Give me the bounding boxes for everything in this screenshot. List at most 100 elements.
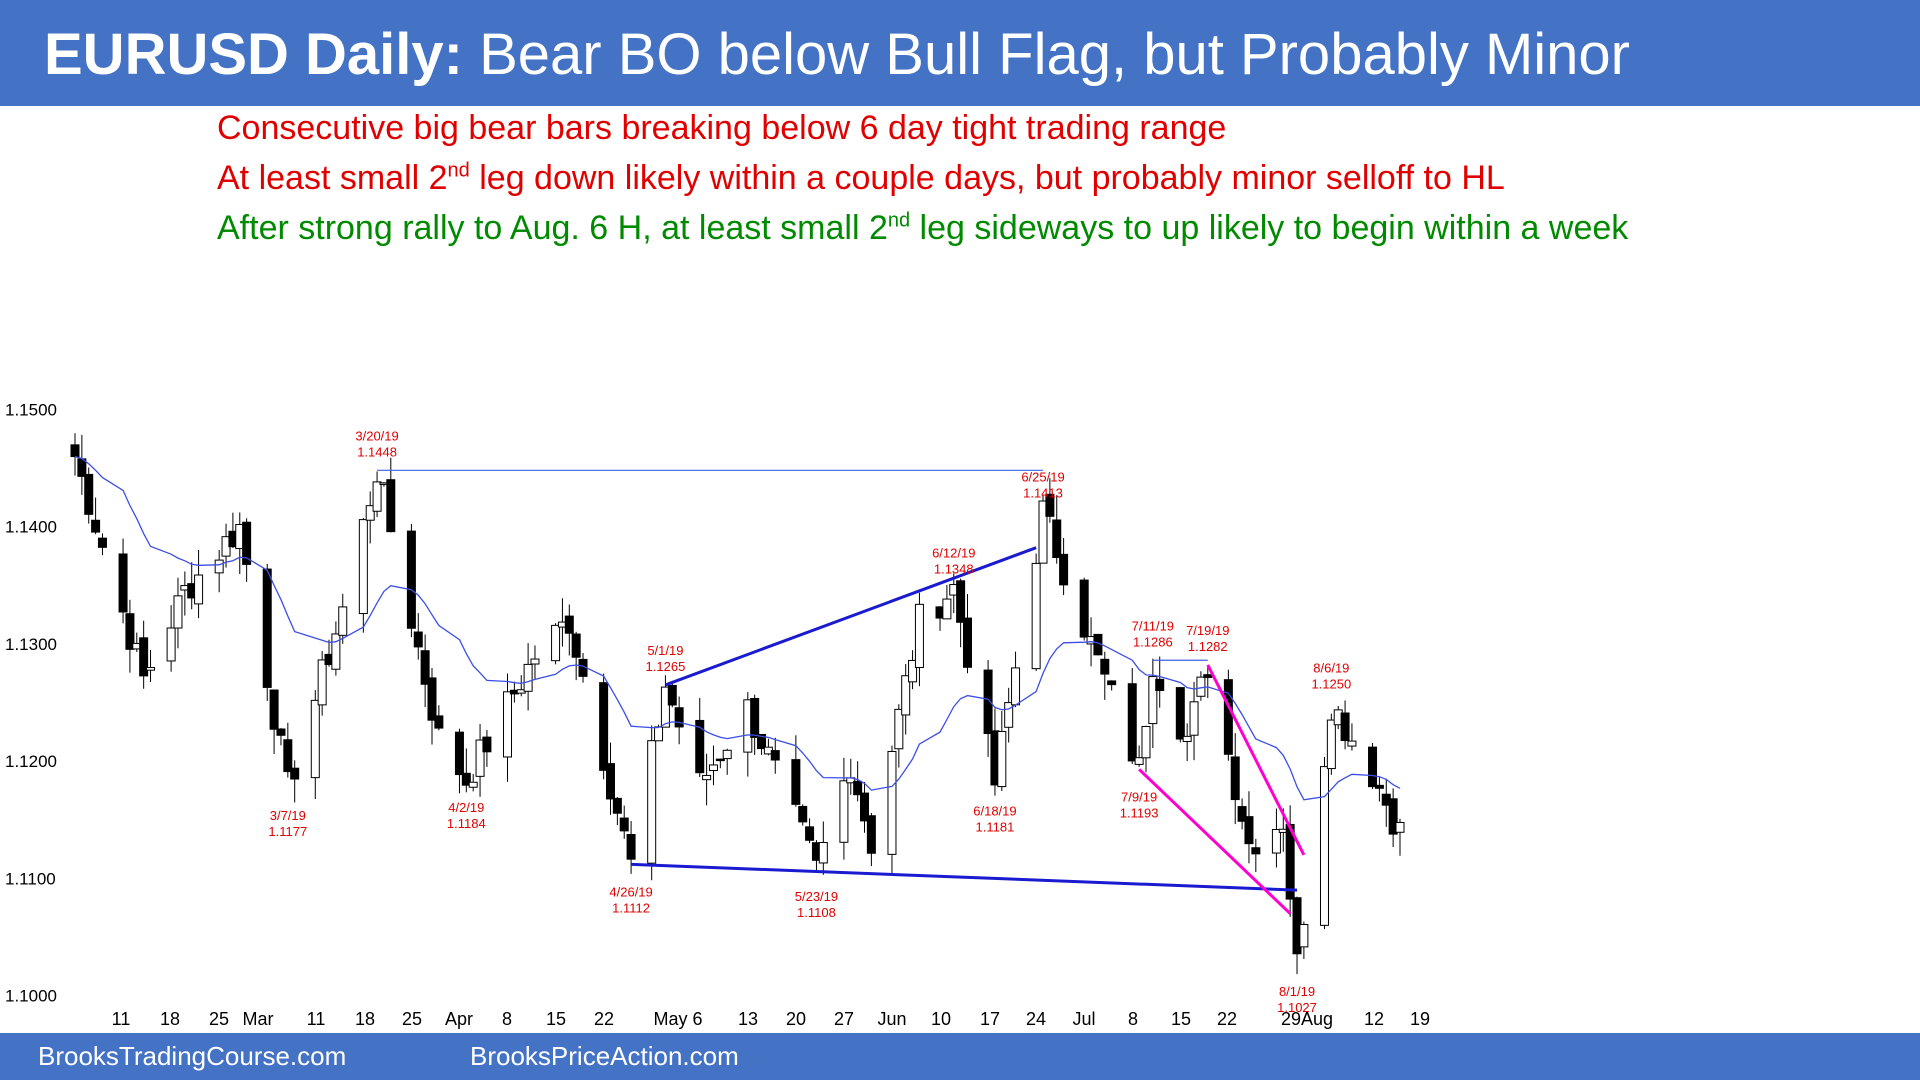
bear-candle bbox=[1203, 674, 1213, 678]
bear-candle bbox=[962, 617, 972, 668]
pivot-date-label: 8/6/19 bbox=[1313, 661, 1349, 676]
pivot-price-label: 1.1286 bbox=[1133, 634, 1173, 649]
bull-candle bbox=[1011, 667, 1021, 706]
y-tick-label: 1.1000 bbox=[5, 987, 57, 1006]
note-line-1: Consecutive big bear bars breaking below… bbox=[217, 109, 1227, 147]
pivot-price-label: 1.1027 bbox=[1277, 1000, 1317, 1015]
bull-candle bbox=[503, 691, 513, 758]
bull-candle bbox=[1031, 562, 1041, 670]
x-tick-label: Jul bbox=[1072, 1009, 1095, 1029]
bear-candle bbox=[1388, 798, 1398, 835]
bear-candle bbox=[1374, 784, 1384, 789]
pivot-date-label: 7/19/19 bbox=[1186, 623, 1229, 638]
footer-link-trading-course[interactable]: BrooksTradingCourse.com bbox=[38, 1041, 347, 1071]
bear-candle bbox=[427, 677, 437, 721]
x-tick-label: Apr bbox=[445, 1009, 473, 1029]
pivot-date-label: 3/7/19 bbox=[270, 808, 306, 823]
wedge-upper-line bbox=[1206, 664, 1306, 856]
pivot-price-label: 1.1265 bbox=[646, 659, 686, 674]
pivot-price-label: 1.1282 bbox=[1188, 639, 1228, 654]
x-tick-label: 8 bbox=[1128, 1009, 1138, 1029]
bull-candle bbox=[708, 764, 718, 772]
bull-candle bbox=[523, 663, 533, 692]
pivot-price-label: 1.1108 bbox=[797, 905, 836, 920]
pivot-price-label: 1.1348 bbox=[934, 562, 974, 577]
bull-candle bbox=[146, 667, 156, 671]
bear-candle bbox=[262, 568, 272, 688]
bear-candle bbox=[461, 772, 471, 786]
x-tick-label: 22 bbox=[1217, 1009, 1237, 1029]
x-tick-label: May 6 bbox=[653, 1009, 702, 1029]
bear-candle bbox=[70, 444, 80, 458]
bull-candle bbox=[1271, 829, 1281, 854]
x-tick-label: 11 bbox=[307, 1009, 326, 1029]
footer-link-price-action[interactable]: BrooksPriceAction.com bbox=[470, 1041, 739, 1071]
bear-candle bbox=[1237, 806, 1247, 822]
bear-candle bbox=[599, 682, 609, 771]
bear-candle bbox=[139, 637, 149, 677]
bull-candle bbox=[317, 659, 327, 706]
pivot-date-label: 6/12/19 bbox=[932, 546, 975, 561]
bear-candle bbox=[571, 633, 581, 658]
y-tick-label: 1.1200 bbox=[5, 752, 57, 771]
bear-candle bbox=[674, 707, 684, 728]
bear-candle bbox=[983, 669, 993, 735]
bull-candle bbox=[1326, 719, 1336, 770]
bear-candle bbox=[276, 728, 286, 736]
x-tick-label: 24 bbox=[1026, 1009, 1046, 1029]
bear-candle bbox=[118, 553, 128, 613]
bear-candle bbox=[805, 826, 815, 841]
bull-candle bbox=[310, 699, 320, 779]
x-tick-label: 8 bbox=[502, 1009, 512, 1029]
bear-candle bbox=[619, 817, 629, 832]
bull-candle bbox=[1134, 757, 1144, 765]
bear-candle bbox=[1079, 579, 1089, 638]
bull-candle bbox=[530, 658, 540, 665]
pivot-price-label: 1.1177 bbox=[268, 824, 307, 839]
bear-candle bbox=[715, 758, 725, 762]
bear-candle bbox=[791, 759, 801, 805]
bear-candle bbox=[770, 750, 780, 761]
bear-candle bbox=[1052, 519, 1062, 558]
bear-candle bbox=[454, 731, 464, 776]
pivot-date-label: 7/11/19 bbox=[1132, 618, 1174, 633]
x-tick-label: Mar bbox=[243, 1009, 274, 1029]
bear-candle bbox=[1230, 756, 1240, 801]
pivot-date-label: 6/25/19 bbox=[1021, 469, 1064, 484]
bull-candle bbox=[214, 559, 224, 574]
bear-candle bbox=[84, 473, 94, 515]
bear-candle bbox=[420, 650, 430, 685]
footer-bar: BrooksTradingCourse.com BrooksPriceActio… bbox=[0, 1033, 1920, 1080]
bear-candle bbox=[1107, 680, 1117, 686]
bear-candle bbox=[564, 615, 574, 634]
x-tick-label: 29Aug bbox=[1281, 1009, 1333, 1029]
y-tick-label: 1.1400 bbox=[5, 518, 57, 537]
x-tick-label: 22 bbox=[594, 1009, 614, 1029]
bull-candle bbox=[894, 708, 904, 750]
bear-candle bbox=[956, 580, 966, 623]
x-tick-label: 17 bbox=[980, 1009, 1000, 1029]
bull-candle bbox=[997, 730, 1007, 788]
bull-candle bbox=[1319, 766, 1329, 926]
lower-trendline bbox=[631, 862, 1298, 892]
bear-candle bbox=[853, 780, 863, 796]
y-tick-label: 1.1500 bbox=[5, 400, 57, 419]
slide-title: EURUSD Daily: Bear BO below Bull Flag, b… bbox=[44, 20, 1630, 90]
bull-candle bbox=[901, 675, 911, 716]
bull-candle bbox=[1347, 740, 1357, 747]
bull-candle bbox=[647, 740, 657, 864]
x-tick-label: 15 bbox=[546, 1009, 566, 1029]
bull-candle bbox=[908, 659, 918, 683]
pivot-date-label: 4/26/19 bbox=[609, 884, 652, 899]
bear-candle bbox=[1127, 683, 1137, 762]
bull-candle bbox=[372, 481, 382, 512]
bull-candle bbox=[942, 598, 952, 620]
pivot-date-label: 5/1/19 bbox=[647, 643, 683, 658]
bull-candle bbox=[1182, 735, 1192, 743]
title-text: Bear BO below Bull Flag, but Probably Mi… bbox=[479, 22, 1630, 87]
x-tick-label: Jun bbox=[877, 1009, 906, 1029]
bull-candle bbox=[1299, 923, 1309, 948]
pivot-price-label: 1.1184 bbox=[447, 816, 486, 831]
bear-candle bbox=[1251, 847, 1261, 855]
bull-candle bbox=[702, 774, 712, 781]
